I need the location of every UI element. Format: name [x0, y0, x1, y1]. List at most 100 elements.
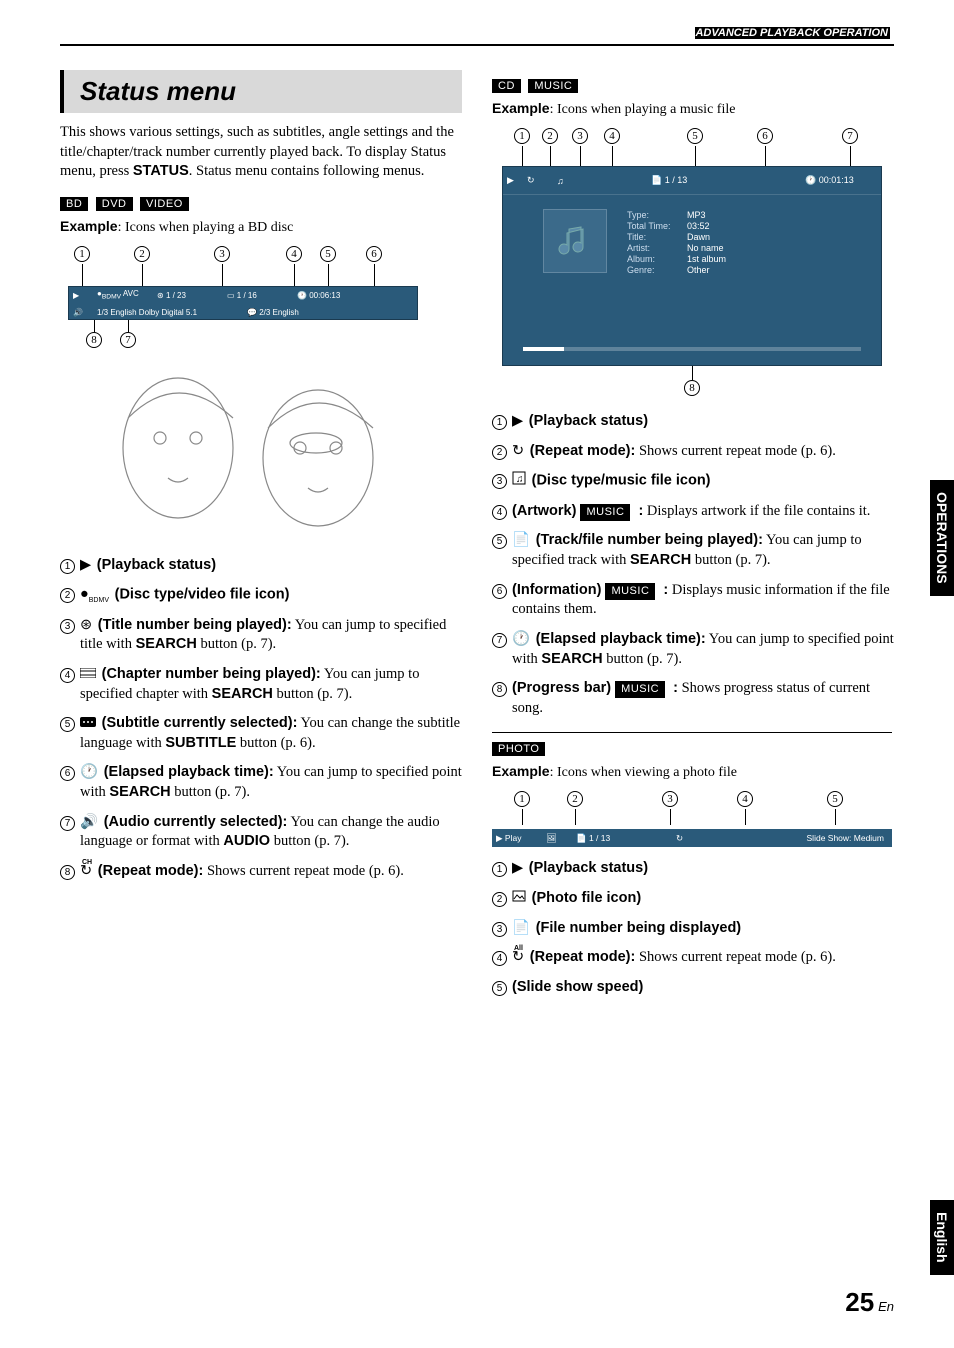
- repeat-icon: ↻All: [512, 948, 524, 968]
- left-badges: BD DVD VIDEO: [60, 196, 462, 212]
- item-title: (Photo file icon): [532, 890, 642, 906]
- def-item: 1 ▶ (Playback status): [60, 556, 462, 576]
- callout-2: 2: [134, 246, 150, 262]
- item-title: (Artwork): [512, 503, 580, 519]
- lead: [695, 146, 696, 166]
- badge-video: VIDEO: [140, 197, 189, 211]
- item-tail: button (p. 7).: [603, 651, 682, 667]
- intro-status-button: STATUS: [133, 163, 189, 179]
- callout-8: 8: [684, 380, 700, 396]
- all-label: All: [514, 944, 523, 953]
- item-tail: button (p. 7).: [691, 552, 770, 568]
- music-artwork: [543, 209, 607, 273]
- header-section: ADVANCED PLAYBACK OPERATION: [695, 27, 890, 39]
- bd-line-art: [68, 348, 418, 538]
- example-text: : Icons when viewing a photo file: [550, 765, 737, 780]
- badge-cd: CD: [492, 79, 521, 93]
- lead: [522, 146, 523, 166]
- num: 4: [492, 505, 507, 520]
- callout-4: 4: [286, 246, 302, 262]
- def-item: 7 🕐 (Elapsed playback time): You can jum…: [492, 630, 894, 669]
- num: 8: [492, 682, 507, 697]
- item-title: (Subtitle currently selected):: [102, 715, 298, 731]
- example-label: Example: [492, 100, 550, 116]
- item-title: (Title number being played):: [98, 617, 292, 633]
- lead: [294, 264, 295, 286]
- music-badge: MUSIC: [580, 504, 630, 521]
- file-icon: 📄: [512, 919, 530, 939]
- def-item: 5 (Subtitle currently selected): You can…: [60, 714, 462, 753]
- item-title: (Disc type/video file icon): [115, 587, 290, 603]
- num: 8: [60, 865, 75, 880]
- num: 4: [60, 668, 75, 683]
- def-item: 8 (Progress bar) MUSIC : Shows progress …: [492, 679, 894, 718]
- right-def-list-2: 1 ▶ (Playback status) 2 (Photo file icon…: [492, 859, 894, 997]
- right-badges-2: PHOTO: [492, 741, 894, 757]
- item-tail: button (p. 7).: [273, 686, 352, 702]
- k-type: Type:: [627, 210, 687, 220]
- def-item: 2 (Photo file icon): [492, 889, 894, 909]
- callout-1: 1: [514, 128, 530, 144]
- num: 6: [492, 584, 507, 599]
- right-column: CD MUSIC Example: Icons when playing a m…: [492, 70, 894, 1007]
- num: 3: [492, 474, 507, 489]
- slide-speed: Slide Show: Medium: [712, 833, 892, 843]
- callout-2: 2: [567, 791, 583, 807]
- intro-para: This shows various settings, such as sub…: [60, 123, 462, 182]
- progress-bar-fill: [523, 347, 564, 351]
- lead: [580, 146, 581, 166]
- callout-5: 5: [320, 246, 336, 262]
- lead: [82, 264, 83, 286]
- callout-3: 3: [572, 128, 588, 144]
- def-item: 4 ↻All (Repeat mode): Shows current repe…: [492, 948, 894, 968]
- item-body: Shows current repeat mode (p. 6).: [203, 863, 404, 879]
- content: Status menu This shows various settings,…: [60, 70, 894, 1007]
- example-text: : Icons when playing a BD disc: [118, 220, 294, 235]
- audio-info: 1/3 English Dolby Digital 5.1: [93, 308, 243, 317]
- def-item: 3 ⊛ (Title number being played): You can…: [60, 616, 462, 655]
- lead: [142, 264, 143, 286]
- item-tail: button (p. 7).: [270, 833, 349, 849]
- clock-icon: 🕐: [512, 630, 530, 650]
- photo-status-bar: ▶ Play 🖼 📄 1 / 13 ↻ Slide Show: Medium: [492, 829, 892, 847]
- def-item: 2 ↻ (Repeat mode): Shows current repeat …: [492, 442, 894, 462]
- disc-icon: ●BDMV: [80, 585, 109, 605]
- num: 1: [492, 415, 507, 430]
- btn-name: SEARCH: [541, 651, 602, 667]
- colon: :: [669, 680, 678, 696]
- item-title: (Elapsed playback time):: [104, 765, 274, 781]
- music-panel: ▶ ↻ ♫ 📄 1 / 13 🕐 00:01:13 Type:MP3 Total…: [502, 166, 882, 366]
- lead: [94, 320, 95, 332]
- callout-4: 4: [737, 791, 753, 807]
- right-example-1: Example: Icons when playing a music file: [492, 100, 894, 118]
- music-file-icon: ♫: [512, 471, 526, 492]
- left-column: Status menu This shows various settings,…: [60, 70, 462, 1007]
- page-number: 25: [845, 1287, 874, 1317]
- photo-callouts: 1 2 3 4 5: [492, 791, 892, 825]
- example-label: Example: [492, 763, 550, 779]
- v-genre: Other: [687, 265, 710, 275]
- callout-7: 7: [842, 128, 858, 144]
- title-num: 1 / 23: [166, 291, 186, 300]
- right-badges-1: CD MUSIC: [492, 78, 894, 94]
- num: 5: [60, 717, 75, 732]
- item-title: (Repeat mode):: [98, 863, 204, 879]
- btn-name: SUBTITLE: [165, 735, 236, 751]
- play-icon: ▶: [512, 412, 523, 432]
- callout-2: 2: [542, 128, 558, 144]
- lead: [575, 809, 576, 825]
- divider: [492, 732, 892, 733]
- callout-7: 7: [120, 332, 136, 348]
- callout-1: 1: [74, 246, 90, 262]
- num: 1: [60, 559, 75, 574]
- item-tail: button (p. 7).: [197, 636, 276, 652]
- item-title: (Progress bar): [512, 680, 615, 696]
- right-def-list-1: 1 ▶ (Playback status) 2 ↻ (Repeat mode):…: [492, 412, 894, 718]
- music-info: Type:MP3 Total Time:03:52 Title:Dawn Art…: [627, 209, 726, 276]
- file-icon: 📄: [512, 531, 530, 551]
- left-example: Example: Icons when playing a BD disc: [60, 218, 462, 236]
- num: 1: [492, 862, 507, 877]
- music-figure: 1 2 3 4 5 6 7 ▶ ↻ ♫: [492, 128, 892, 398]
- btn-name: SEARCH: [212, 686, 273, 702]
- callout-1: 1: [514, 791, 530, 807]
